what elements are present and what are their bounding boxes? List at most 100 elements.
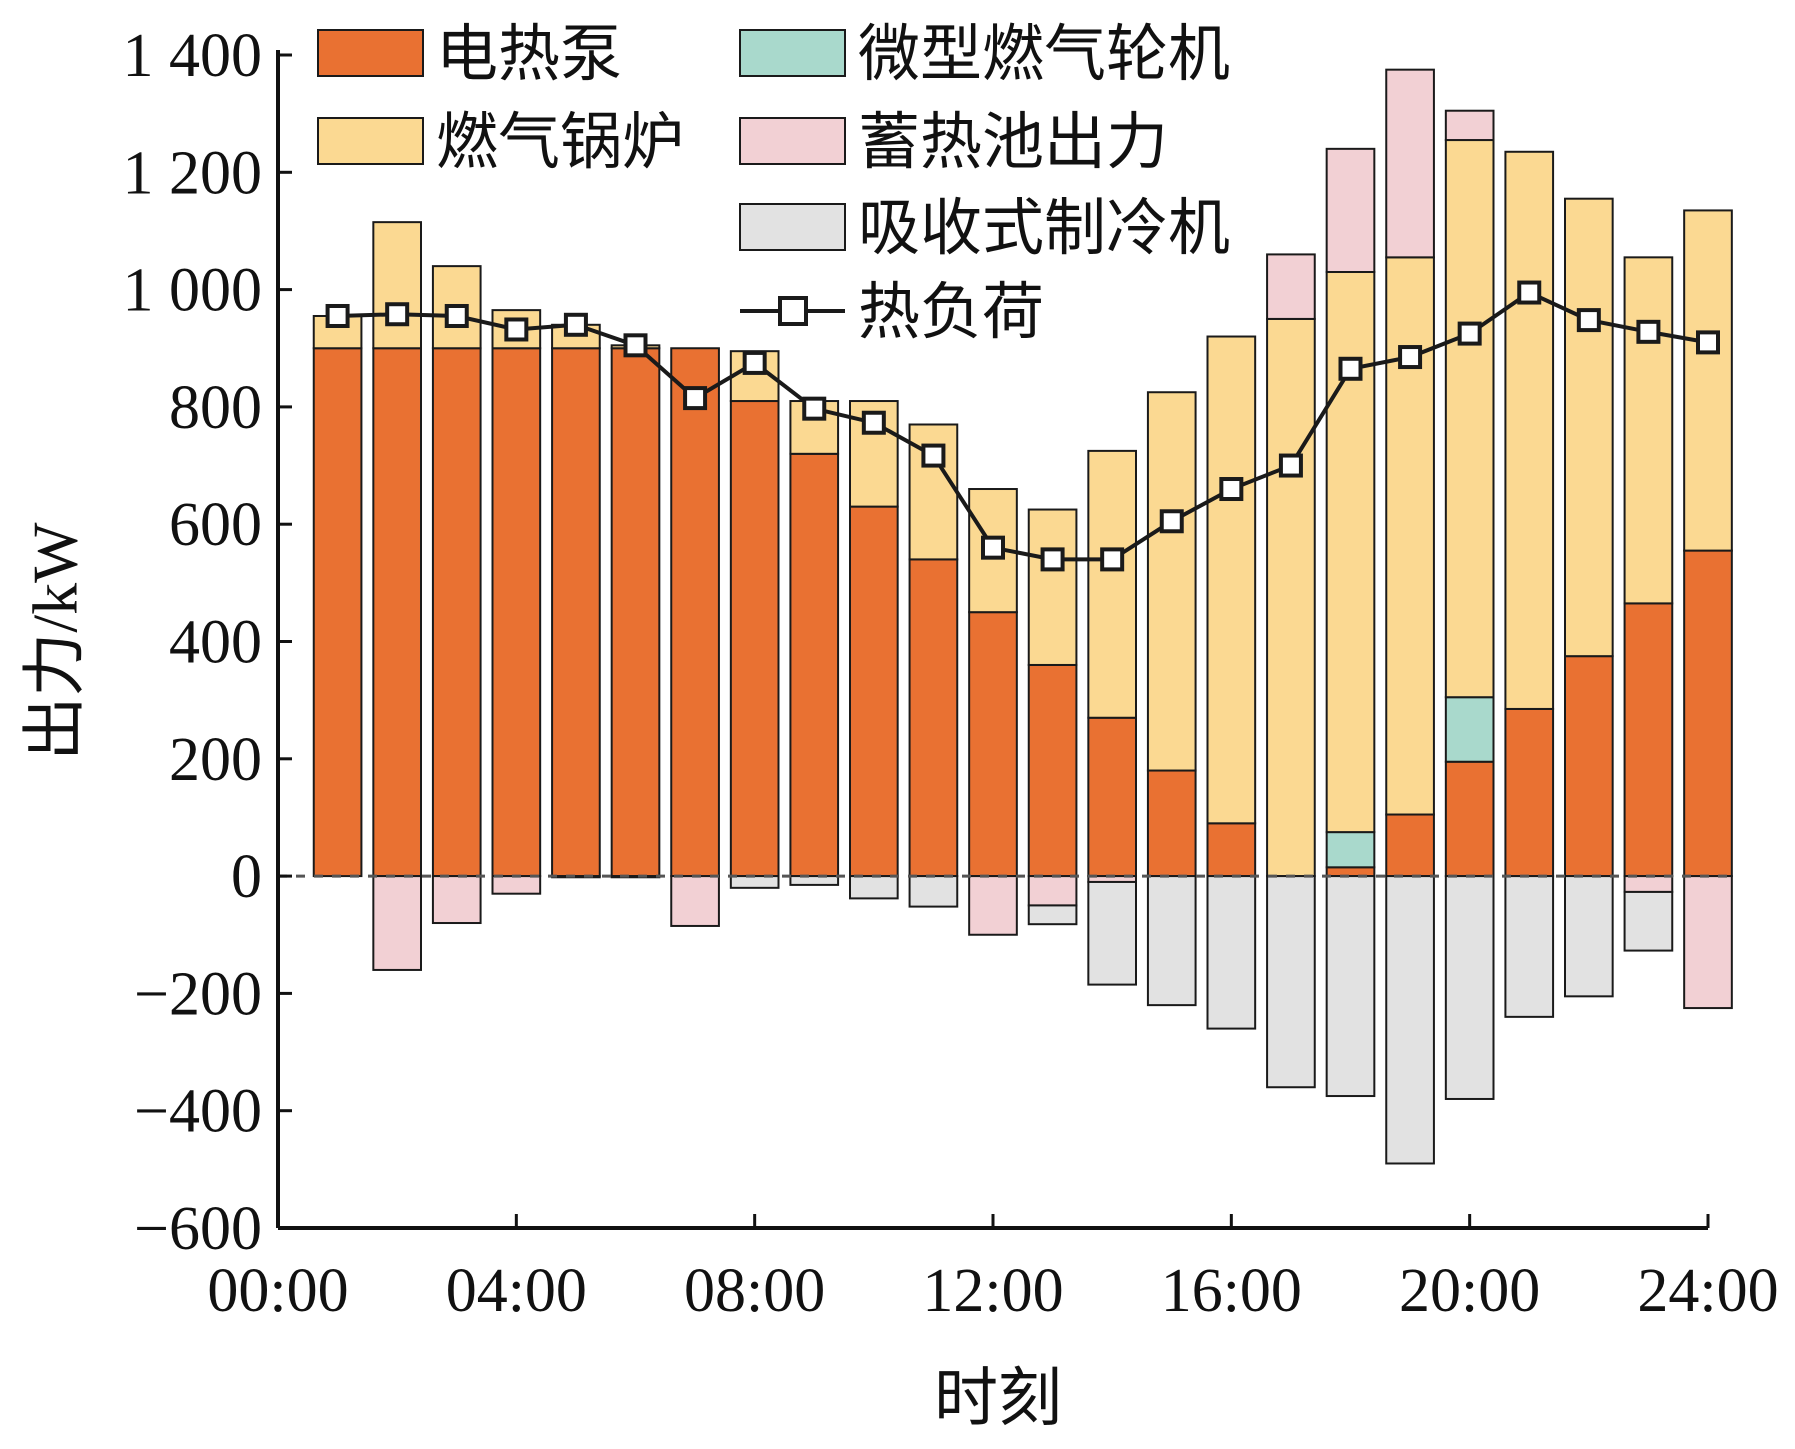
bar-absorption_chiller bbox=[1564, 875, 1614, 998]
bar-gas_boiler bbox=[1623, 256, 1674, 605]
y-tick-label: −200 bbox=[134, 960, 262, 1028]
heat-load-marker bbox=[1576, 308, 1601, 333]
bar-storage_charge bbox=[372, 875, 423, 971]
bar-heat_pump bbox=[1385, 813, 1435, 878]
bar-gas_boiler bbox=[1385, 256, 1435, 816]
bar-heat_pump bbox=[729, 400, 780, 878]
heat-load-marker bbox=[444, 303, 469, 328]
heat-load-line-layer bbox=[325, 280, 1720, 572]
bar-absorption_chiller bbox=[1325, 875, 1376, 1098]
heat-load-marker bbox=[504, 317, 529, 342]
bar-gas_boiler bbox=[372, 221, 423, 350]
bar-storage_charge bbox=[610, 875, 661, 879]
bar-gas_boiler bbox=[1564, 197, 1614, 658]
y-tick-label: 600 bbox=[169, 491, 262, 559]
bar-absorption_chiller bbox=[1087, 880, 1138, 986]
bar-absorption_chiller bbox=[1146, 875, 1197, 1007]
bar-absorption_chiller bbox=[1266, 875, 1316, 1089]
bar-gas_boiler bbox=[1683, 209, 1733, 552]
heat-load-marker bbox=[1398, 345, 1423, 370]
legend-label-absorption_chiller: 吸收式制冷机 bbox=[858, 195, 1230, 263]
bar-gas_boiler bbox=[1266, 317, 1316, 878]
x-tick-label: 20:00 bbox=[1399, 1257, 1540, 1325]
y-tick-label: 0 bbox=[231, 843, 262, 911]
y-tick-label: 400 bbox=[169, 609, 262, 677]
bar-gas_boiler bbox=[1504, 150, 1555, 710]
heat-load-marker bbox=[1457, 321, 1482, 346]
x-tick-label: 04:00 bbox=[446, 1257, 587, 1325]
bar-gas_boiler bbox=[1325, 271, 1376, 834]
bar-absorption_chiller bbox=[1623, 890, 1674, 952]
heat-load-marker bbox=[1159, 509, 1184, 534]
heat-load-marker bbox=[1338, 356, 1363, 381]
bar-absorption_chiller bbox=[1504, 875, 1555, 1018]
bar-absorption_chiller bbox=[1027, 904, 1078, 926]
bar-heat_pump bbox=[1623, 602, 1674, 878]
x-tick-label: 16:00 bbox=[1161, 1257, 1302, 1325]
legend-label-gas_boiler: 燃气锅炉 bbox=[436, 109, 684, 177]
bar-gas_boiler bbox=[1146, 391, 1197, 772]
bar-absorption_chiller bbox=[849, 875, 899, 900]
heat-load-marker bbox=[981, 535, 1005, 560]
bar-heat_pump bbox=[1504, 707, 1555, 878]
x-tick-label: 08:00 bbox=[684, 1257, 825, 1325]
bar-heat_pump bbox=[1444, 760, 1495, 878]
heat-load-marker bbox=[623, 333, 648, 358]
bar-heat_pump bbox=[849, 505, 899, 878]
bar-heat_pump bbox=[1087, 716, 1138, 878]
bar-absorption_chiller bbox=[1385, 875, 1435, 1165]
bar-heat_pump bbox=[1683, 549, 1733, 878]
bar-heat_pump bbox=[312, 347, 363, 878]
bar-storage_discharge bbox=[1444, 109, 1495, 142]
legend-swatch-storage_discharge bbox=[739, 117, 846, 165]
legend-swatch-heat_pump bbox=[317, 29, 424, 77]
heat-load-marker bbox=[921, 443, 946, 468]
bar-heat_pump bbox=[372, 347, 423, 878]
bar-storage_charge bbox=[1027, 875, 1078, 907]
bar-heat_pump bbox=[1146, 769, 1197, 878]
legend-label-heat_pump: 电热泵 bbox=[436, 21, 622, 89]
y-tick-label: 1 400 bbox=[123, 22, 263, 90]
y-tick-label: −600 bbox=[134, 1195, 262, 1263]
bar-heat_pump bbox=[1325, 866, 1376, 878]
y-tick-label: 1 000 bbox=[123, 257, 263, 325]
legend-swatch-gas_boiler bbox=[317, 117, 424, 165]
bar-absorption_chiller bbox=[1444, 875, 1495, 1100]
bar-heat_pump bbox=[670, 347, 720, 878]
heat-load-marker bbox=[1040, 547, 1065, 572]
bar-absorption_chiller bbox=[1206, 875, 1257, 1030]
heat-load-marker bbox=[385, 302, 410, 327]
bar-storage_discharge bbox=[1385, 68, 1435, 259]
bar-heat_pump bbox=[1027, 663, 1078, 878]
bar-storage_charge bbox=[968, 875, 1018, 936]
bar-gas_boiler bbox=[1087, 449, 1138, 719]
axes: 1 400 1 200 1 000 800 600 400 200 0 −200 −400 −600… bbox=[123, 22, 1779, 1325]
bar-storage_charge bbox=[1623, 875, 1674, 893]
bar-gas_boiler bbox=[1444, 139, 1495, 699]
heat-load-marker bbox=[1219, 477, 1244, 502]
bar-heat_pump bbox=[908, 558, 959, 878]
bar-storage_discharge bbox=[1266, 253, 1316, 320]
bar-storage_charge bbox=[431, 875, 482, 925]
y-tick-label: 1 200 bbox=[123, 139, 263, 207]
legend-label-micro_turbine: 微型燃气轮机 bbox=[858, 21, 1230, 89]
bar-heat_pump bbox=[491, 347, 542, 878]
bar-heat_pump bbox=[968, 611, 1018, 878]
bars-layer bbox=[312, 68, 1733, 1165]
bar-micro_turbine bbox=[1325, 831, 1376, 869]
bar-gas_boiler bbox=[1027, 508, 1078, 666]
legend-swatch-micro_turbine bbox=[739, 29, 846, 77]
x-axis-title: 时刻 bbox=[934, 1363, 1062, 1434]
bar-absorption_chiller bbox=[908, 875, 959, 908]
y-axis-title: 出力/kW bbox=[20, 522, 91, 761]
bar-heat_pump bbox=[551, 347, 601, 878]
heat-load-marker bbox=[563, 312, 588, 337]
bar-absorption_chiller bbox=[789, 875, 840, 886]
bar-heat_pump bbox=[610, 347, 661, 878]
y-tick-label: 200 bbox=[169, 726, 262, 794]
legend-marker-heat_load bbox=[778, 296, 808, 326]
heat-load-marker bbox=[325, 303, 350, 328]
heat-load-marker bbox=[683, 386, 708, 411]
